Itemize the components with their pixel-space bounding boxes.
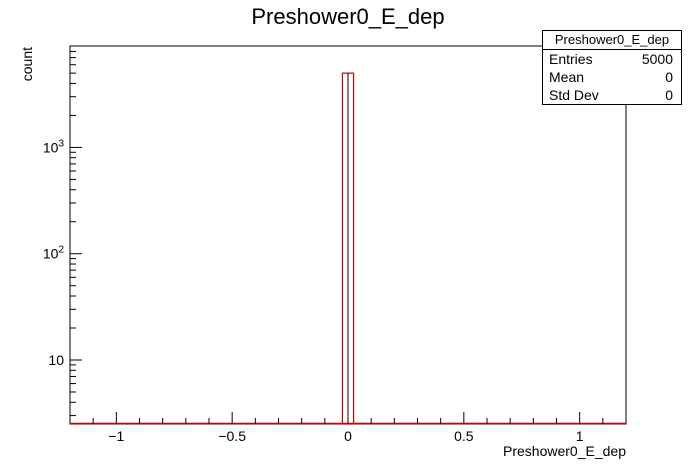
y-tick-label: 10 [48,352,64,368]
chart-title: Preshower0_E_dep [251,4,444,29]
y-axis-title: count [19,47,35,81]
stats-label: Entries [549,51,593,67]
y-tick-label: 102 [43,245,65,262]
stats-value: 5000 [641,51,673,67]
stats-value: 0 [665,69,673,85]
stats-box: Preshower0_E_dep Entries 5000 Mean 0 Std Dev… [542,30,682,105]
stats-label: Std Dev [549,87,599,103]
x-axis-ticks: −1 −0.5 0 0.5 1 [92,412,604,444]
stats-value: 0 [665,87,673,103]
x-tick-label: 0.5 [454,428,474,444]
stats-row: Std Dev 0 [543,86,681,104]
x-axis-title: Preshower0_E_dep [503,443,626,459]
x-tick-label: 0 [344,428,352,444]
stats-rows: Entries 5000 Mean 0 Std Dev 0 [543,50,681,104]
y-axis-ticks: 10 102 103 [43,45,82,417]
stats-row: Entries 5000 [543,50,681,68]
stats-label: Mean [549,69,585,85]
x-tick-label: −0.5 [218,428,246,444]
x-tick-label: 1 [576,428,584,444]
stats-box-title: Preshower0_E_dep [543,31,681,50]
histogram-bars [70,72,626,425]
x-tick-label: −1 [108,428,124,444]
y-tick-label: 103 [43,138,65,155]
stats-row: Mean 0 [543,68,681,86]
